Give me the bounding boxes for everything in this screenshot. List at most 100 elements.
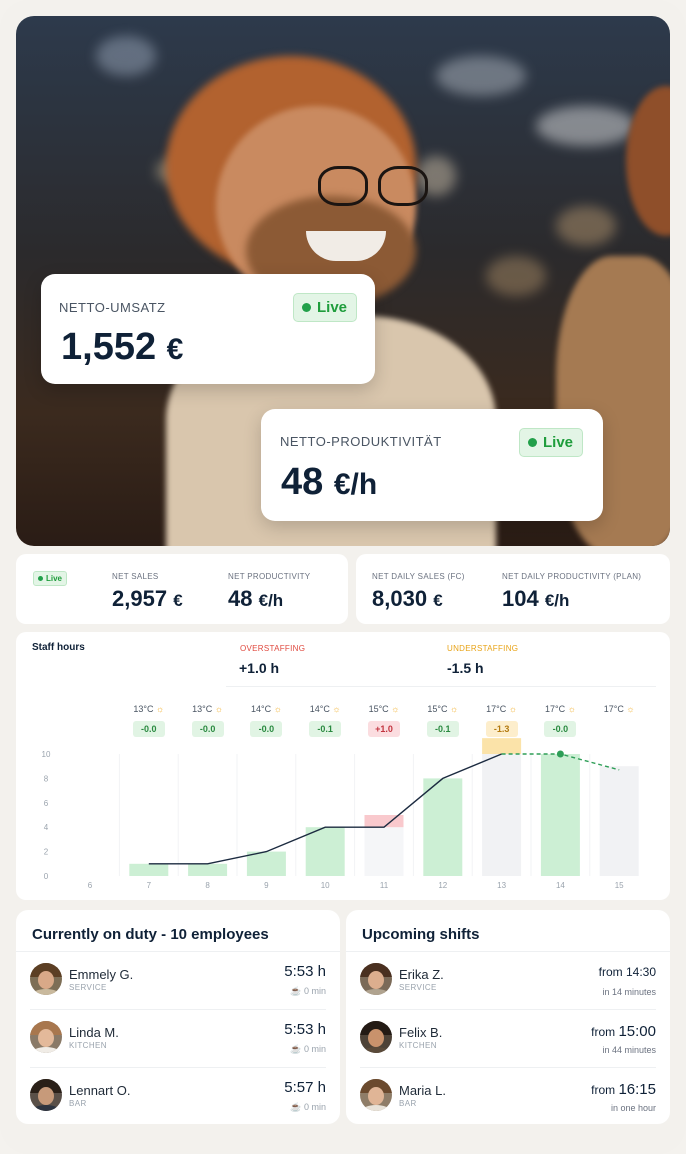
sun-icon: ☼ [567, 704, 576, 714]
summary-plan-panel: NET DAILY SALES (FC) 8,030 € NET DAILY P… [356, 554, 670, 624]
shift-start-prefix: from [591, 1025, 616, 1039]
row-divider [30, 1009, 326, 1010]
kpi-net-productivity-unit: €/h [333, 468, 378, 501]
live-dot-icon [38, 576, 43, 581]
shift-row[interactable]: Felix B. KITCHEN from 15:00 in 44 minute… [346, 1009, 670, 1067]
x-tick-label: 10 [321, 881, 330, 890]
temperature: 13°C [133, 704, 156, 714]
net-daily-sales-fc-label: NET DAILY SALES (FC) [372, 572, 465, 581]
on-duty-row[interactable]: Emmely G. SERVICE 5:53 h ☕ 0 min [16, 951, 340, 1009]
sun-icon: ☼ [155, 704, 165, 714]
avatar [30, 1021, 62, 1053]
temperature: 13°C [192, 704, 215, 714]
kpi-card-net-sales: NETTO-UMSATZ Live 1,552 € [41, 274, 375, 384]
weather-forecast: 15°C ☼ [423, 704, 463, 714]
shift-start-time: 16:15 [618, 1081, 656, 1098]
understaffing-value: -1.5 h [447, 660, 484, 676]
coffee-cup-icon: ☕ [290, 986, 302, 996]
row-divider [360, 1067, 656, 1068]
y-tick-label: 6 [44, 799, 49, 808]
temperature: 17°C [603, 704, 627, 714]
shift-start: from 16:15 [591, 1081, 656, 1098]
glasses-shape [306, 166, 436, 216]
weather-forecast: 14°C ☼ [305, 704, 345, 714]
employee-name: Erika Z. [399, 967, 444, 982]
understaffing-segment [482, 738, 522, 754]
kpi-net-productivity-value: 48 €/h [281, 461, 377, 504]
weather-forecast: 15°C ☼ [364, 704, 404, 714]
net-productivity-value: 48 €/h [228, 586, 283, 612]
on-duty-row[interactable]: Linda M. KITCHEN 5:53 h ☕ 0 min [16, 1009, 340, 1067]
employee-role: SERVICE [69, 983, 107, 992]
deviation-chip: -0.0 [132, 721, 165, 737]
planned-bar [599, 766, 639, 876]
net-daily-sales-fc-value: 8,030 € [372, 586, 443, 612]
weather-forecast: 17°C ☼ [482, 704, 522, 714]
sun-icon: ☼ [332, 704, 341, 714]
shift-row[interactable]: Erika Z. SERVICE from 14:30 in 14 minute… [346, 951, 670, 1009]
shift-countdown: in 14 minutes [602, 987, 656, 997]
employee-name: Maria L. [399, 1083, 446, 1098]
employee-hours: 5:53 h [284, 963, 326, 980]
avatar [360, 1021, 392, 1053]
staff-hours-chart: 0 2 4 6 8 10 6 7 8 9 10 11 12 13 14 15 [42, 738, 639, 890]
shift-start: from 15:00 [591, 1023, 656, 1040]
net-daily-sales-fc-unit: € [433, 591, 443, 610]
kpi-net-sales-amount: 1,552 [61, 326, 157, 368]
planned-bar [305, 827, 345, 876]
employee-role: BAR [69, 1099, 87, 1108]
x-tick-label: 14 [556, 881, 565, 890]
coffee-cup-icon: ☕ [290, 1044, 302, 1054]
actual-hours-line [148, 753, 502, 865]
break-duration: 0 min [303, 1102, 326, 1112]
weather-forecast: 17°C ☼ [540, 704, 580, 714]
net-daily-productivity-plan-amount: 104 [502, 586, 539, 611]
employee-role: KITCHEN [69, 1041, 107, 1050]
kpi-net-sales-live-badge: Live [293, 293, 358, 322]
employee-hours: 5:53 h [284, 1021, 326, 1038]
deviation-chip: -0.0 [191, 721, 224, 737]
net-productivity-label: NET PRODUCTIVITY [228, 572, 311, 581]
kpi-net-productivity-amount: 48 [281, 461, 324, 503]
employee-break: ☕ 0 min [290, 1044, 326, 1055]
x-tick-label: 9 [264, 881, 269, 890]
shift-countdown: in one hour [610, 1103, 656, 1113]
net-sales-amount: 2,957 [112, 586, 168, 611]
employee-break: ☕ 0 min [290, 1102, 326, 1113]
x-tick-label: 7 [147, 881, 152, 890]
weather-forecast: 13°C ☼ [129, 704, 169, 714]
temperature: 14°C [309, 704, 333, 714]
coffee-cup-icon: ☕ [290, 1102, 302, 1112]
net-daily-productivity-plan-value: 104 €/h [502, 586, 569, 612]
net-productivity-unit: €/h [258, 591, 284, 610]
upcoming-shifts-title: Upcoming shifts [362, 926, 480, 943]
weather-forecast: 13°C ☼ [188, 704, 228, 714]
break-duration: 0 min [303, 986, 326, 996]
planned-bar [129, 863, 169, 876]
staff-hours-panel: Staff hours OVERSTAFFING +1.0 h UNDERSTA… [16, 632, 670, 900]
employee-role: BAR [399, 1099, 417, 1108]
overstaffing-label: OVERSTAFFING [240, 644, 306, 653]
deviation-chip: -0.1 [309, 721, 342, 737]
employee-role: KITCHEN [399, 1041, 437, 1050]
deviation-chip: -0.0 [250, 721, 283, 737]
planned-bar [482, 754, 522, 876]
y-tick-label: 10 [42, 750, 51, 759]
x-tick-label: 8 [205, 881, 210, 890]
employee-hours: 5:57 h [284, 1079, 326, 1096]
avatar [360, 963, 392, 995]
live-dot-icon [528, 438, 537, 447]
planned-bar [540, 754, 580, 876]
shift-row[interactable]: Maria L. BAR from 16:15 in one hour [346, 1067, 670, 1125]
planned-bar [423, 778, 463, 876]
understaffing-label: UNDERSTAFFING [447, 644, 519, 653]
shift-start-time: 15:00 [618, 1023, 656, 1040]
upcoming-shifts-panel: Upcoming shifts Erika Z. SERVICE from 14… [346, 910, 670, 1124]
live-label: Live [317, 299, 348, 316]
live-label: Live [46, 574, 63, 583]
on-duty-row[interactable]: Lennart O. BAR 5:57 h ☕ 0 min [16, 1067, 340, 1125]
deviation-chip: -0.0 [544, 721, 577, 737]
sun-icon: ☼ [449, 704, 459, 714]
temperature: 14°C [250, 704, 274, 714]
deviation-chip: -0.1 [426, 721, 459, 737]
